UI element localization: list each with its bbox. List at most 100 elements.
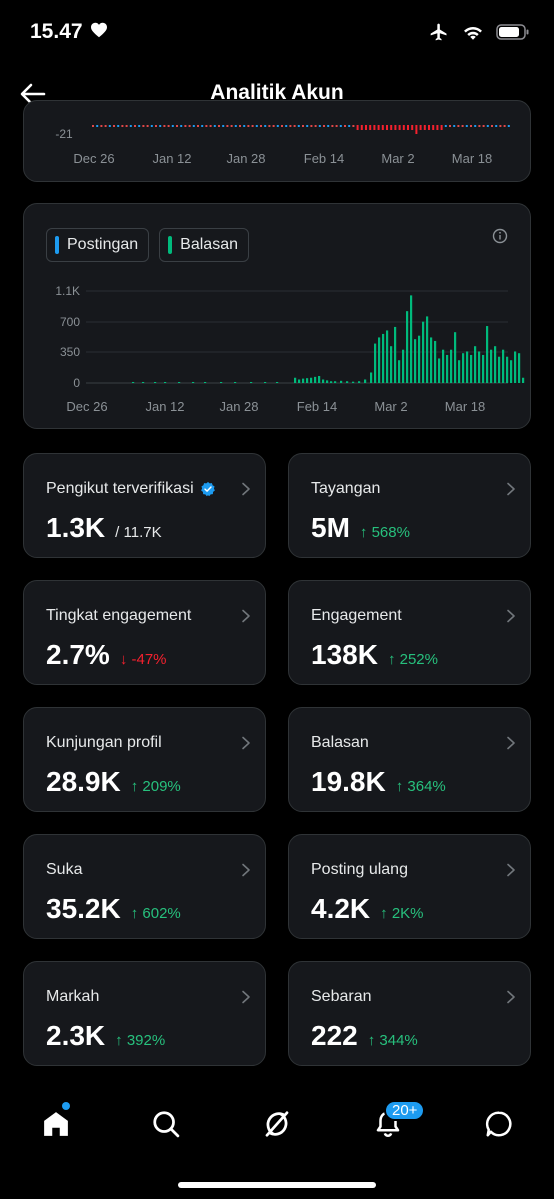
chart-bar (205, 125, 208, 127)
chart-bar (298, 379, 301, 383)
chart-bar (378, 337, 381, 383)
chart-bar (188, 125, 191, 127)
chart-bar (310, 377, 313, 383)
grok-icon (265, 1111, 289, 1137)
chart-bar (281, 125, 283, 127)
chart-bar (306, 378, 309, 383)
verified-badge-icon (200, 482, 215, 497)
chart-bar (502, 349, 505, 383)
stat-change: ↑ 2K% (380, 905, 424, 922)
stat-value: 1.3K (46, 512, 106, 543)
wifi-icon (464, 26, 482, 40)
stat-label: Suka (46, 861, 82, 879)
chart-bar (302, 378, 305, 383)
chart-bar (510, 360, 513, 383)
stat-value-row: 4.2K ↑ 2K% (311, 893, 424, 925)
chart-bar (226, 125, 229, 127)
chart-bar (390, 125, 393, 130)
chart-bar (104, 125, 107, 127)
chevron-right-icon (507, 482, 515, 496)
stat-value: 28.9K (46, 766, 121, 797)
tab-messages[interactable] (479, 1104, 519, 1144)
stat-label-text: Markah (46, 988, 100, 1005)
chart-bar (314, 376, 317, 383)
chart-legend: Postingan Balasan (46, 228, 249, 262)
chart-bar (444, 125, 447, 127)
chart-bar (407, 125, 409, 130)
chart-bar (339, 125, 342, 127)
chart-bar (482, 354, 485, 383)
stat-card[interactable]: Tingkat engagement 2.7% ↓ -47% (23, 580, 266, 685)
legend-balasan[interactable]: Balasan (159, 228, 249, 262)
tab-home[interactable] (36, 1104, 76, 1144)
stat-value-row: 28.9K ↑ 209% (46, 766, 181, 798)
stat-card[interactable]: Engagement 138K ↑ 252% (288, 580, 531, 685)
stat-label: Engagement (311, 607, 402, 625)
chart-bar (410, 295, 413, 383)
chart-bar (498, 356, 501, 383)
home-icon (44, 1112, 68, 1136)
y-tick-label: 0 (73, 376, 80, 390)
stat-card[interactable]: Suka 35.2K ↑ 602% (23, 834, 266, 939)
stat-card[interactable]: Sebaran 222 ↑ 344% (288, 961, 531, 1066)
chart-bar (276, 382, 279, 383)
stat-card[interactable]: Balasan 19.8K ↑ 364% (288, 707, 531, 812)
chart-bar (386, 125, 388, 130)
stat-card[interactable]: Posting ulang 4.2K ↑ 2K% (288, 834, 531, 939)
stat-value: 222 (311, 1020, 358, 1051)
chart-bar (129, 125, 132, 127)
chart-bar (434, 340, 437, 383)
stat-label: Sebaran (311, 988, 372, 1006)
chart-bar (370, 372, 373, 383)
chart-bar (373, 125, 376, 130)
stat-label-text: Suka (46, 861, 83, 878)
chart-bar (142, 382, 145, 383)
tab-grok[interactable] (257, 1104, 297, 1144)
stat-label: Pengikut terverifikasi (46, 480, 216, 498)
chart-bar (462, 353, 465, 383)
chart-bar (486, 125, 489, 127)
stat-label-text: Tingkat engagement (46, 607, 192, 624)
stat-label-text: Posting ulang (311, 861, 408, 878)
chart-bar (423, 125, 426, 130)
chart-bar (197, 125, 199, 127)
tab-search[interactable] (146, 1104, 186, 1144)
chart-bar (121, 125, 124, 127)
chart-bar (163, 125, 166, 127)
airplane-icon (430, 23, 447, 41)
home-indicator[interactable] (178, 1182, 376, 1188)
chart-bar (450, 349, 453, 383)
chart-bar (495, 125, 498, 127)
stat-value-row: 138K ↑ 252% (311, 639, 438, 671)
stat-card[interactable]: Pengikut terverifikasi 1.3K / 11.7K (23, 453, 266, 558)
stat-card[interactable]: Kunjungan profil 28.9K ↑ 209% (23, 707, 266, 812)
chart-bar (514, 351, 517, 383)
stat-label-text: Tayangan (311, 480, 381, 497)
chart-bar (234, 382, 237, 383)
chart-bar (96, 125, 99, 127)
chart-bar (398, 360, 401, 383)
top-chart-x-label: Mar 18 (452, 151, 492, 166)
chart-bar (294, 377, 297, 383)
chart-bar (180, 125, 183, 127)
x-tick-label: Dec 26 (66, 399, 107, 414)
bottom-tab-bar (0, 1090, 554, 1199)
stat-card[interactable]: Tayangan 5M ↑ 568% (288, 453, 531, 558)
chart-bar (457, 125, 460, 127)
chevron-right-icon (242, 609, 250, 623)
chart-bar (218, 125, 220, 127)
chart-bar (390, 346, 393, 383)
heart-icon (91, 22, 107, 38)
info-icon[interactable] (492, 228, 508, 244)
legend-postingan[interactable]: Postingan (46, 228, 150, 262)
back-arrow-icon[interactable] (18, 80, 48, 108)
chart-bar (478, 351, 481, 383)
status-time: 15.47 (30, 20, 83, 43)
chart-bar (474, 125, 477, 127)
chart-bar (239, 125, 241, 127)
stat-change: ↑ 602% (130, 905, 181, 922)
stat-card[interactable]: Markah 2.3K ↑ 392% (23, 961, 266, 1066)
home-unread-dot (62, 1102, 70, 1110)
chart-bar (394, 125, 397, 130)
top-chart: -21 Dec 26 Jan 12 Jan 28 Feb 14 Mar 2 Ma… (55, 125, 510, 166)
